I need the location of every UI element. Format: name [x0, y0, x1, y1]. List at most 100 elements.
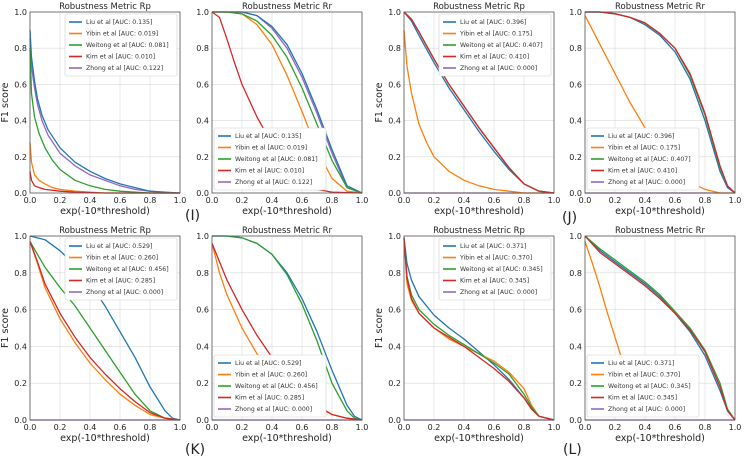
legend-entry: Zhong et al [AUC: 0.000]: [608, 406, 685, 413]
x-tick-label: 1.0: [548, 423, 561, 432]
chart-panel-7: 0.0 0.2 0.4 0.6 0.8 1.0 0.0 0.2 0.4 0.6 0.8 1.0 Robu…: [374, 226, 560, 444]
y-tick-label: 0.4: [14, 117, 27, 126]
legend-entry: Weitong et al [AUC: 0.456]: [235, 383, 318, 390]
panel-label-k: (K): [185, 442, 205, 458]
legend-entry: Liu et al [AUC: 0.371]: [460, 243, 526, 250]
legend-entry: Weitong et al [AUC: 0.407]: [460, 42, 543, 49]
y-tick-label: 1.0: [388, 232, 401, 241]
y-tick-label: 0.0: [14, 416, 27, 425]
y-tick-label: 0.6: [196, 80, 209, 89]
x-tick-label: 0.8: [326, 423, 339, 432]
legend-entry: Weitong et al [AUC: 0.081]: [235, 156, 318, 163]
x-tick-label: 0.4: [84, 196, 97, 205]
y-tick-label: 0.6: [388, 80, 401, 89]
legend: Liu et al [AUC: 0.371] Yibin et al [AUC: …: [438, 237, 552, 301]
y-tick-label: 0.6: [14, 80, 27, 89]
chart-panel-8: 0.0 0.2 0.4 0.6 0.8 1.0 0.0 0.2 0.4 0.6 0.8 1.0 Robu…: [569, 226, 741, 444]
legend-entry: Kim et al [AUC: 0.285]: [86, 278, 155, 285]
x-tick-label: 1.0: [729, 423, 742, 432]
x-axis-label: exp(-10*threshold): [615, 206, 705, 217]
legend-entry: Zhong et al [AUC: 0.122]: [86, 65, 163, 72]
y-tick-label: 1.0: [388, 8, 401, 17]
y-tick-label: 0.2: [388, 379, 401, 388]
legend: Liu et al [AUC: 0.371] Yibin et al [AUC: …: [586, 354, 700, 418]
x-tick-label: 0.2: [609, 196, 622, 205]
y-tick-label: 0.8: [14, 269, 27, 278]
panel-label: (J): [562, 210, 577, 226]
x-tick-label: 1.0: [356, 423, 369, 432]
legend-entry: Kim et al [AUC: 0.410]: [608, 168, 677, 175]
y-tick-label: 1.0: [196, 8, 209, 17]
y-tick-label: 0.4: [196, 342, 209, 351]
series-line-kim-et-al: [584, 235, 736, 421]
legend-entry: Yibin et al [AUC: 0.370]: [607, 372, 680, 379]
plot-frame: [29, 235, 181, 421]
chart-title: Robustness Metric Rr: [615, 226, 705, 236]
legend-entry: Weitong et al [AUC: 0.081]: [86, 42, 169, 49]
y-tick-label: 0.4: [388, 117, 401, 126]
legend: Liu et al [AUC: 0.135] Yibin et al [AUC: …: [213, 127, 327, 191]
x-tick-label: 1.0: [174, 196, 187, 205]
x-tick-label: 0.8: [326, 196, 339, 205]
plot-frame: [211, 11, 363, 194]
legend-entry: Yibin et al [AUC: 0.175]: [607, 145, 680, 152]
legend-entry: Weitong et al [AUC: 0.456]: [86, 266, 169, 273]
legend-box: [586, 354, 700, 418]
y-tick-label: 0.2: [388, 153, 401, 162]
y-tick-label: 0.0: [388, 189, 401, 198]
x-tick-label: 0.6: [114, 196, 127, 205]
series-line-weitong-et-al: [403, 237, 555, 421]
y-tick-label: 0.4: [569, 342, 582, 351]
series-line-yibin-et-al: [403, 30, 554, 194]
x-tick-label: 0.4: [639, 196, 652, 205]
x-tick-label: 1.0: [729, 196, 742, 205]
y-tick-label: 0.0: [388, 416, 401, 425]
legend-box: [586, 127, 700, 191]
chart-panel-6: 0.0 0.2 0.4 0.6 0.8 1.0 0.0 0.2 0.4 0.6 0.8 1.0 Robu…: [196, 226, 368, 444]
legend: Liu et al [AUC: 0.529] Yibin et al [AUC: …: [213, 354, 327, 418]
series-line-yibin-et-al: [29, 142, 180, 194]
panel-label-j: (J): [562, 210, 577, 226]
panel-label: (K): [185, 442, 205, 458]
legend-entry: Liu et al [AUC: 0.371]: [608, 360, 674, 367]
series-line-weitong-et-al: [584, 235, 736, 421]
legend-entry: Liu et al [AUC: 0.135]: [235, 133, 301, 140]
x-axis-label: exp(-10*threshold): [60, 433, 150, 444]
x-axis-label: exp(-10*threshold): [615, 433, 705, 444]
series-line-liu-et-al: [584, 235, 736, 421]
y-axis-label: F1 score: [374, 308, 385, 348]
legend-entry: Liu et al [AUC: 0.396]: [608, 133, 674, 140]
x-tick-label: 0.0: [579, 196, 592, 205]
panel-label-i: (I): [185, 208, 200, 224]
legend-entry: Liu et al [AUC: 0.529]: [235, 360, 301, 367]
x-tick-label: 0.6: [296, 196, 309, 205]
legend-entry: Kim et al [AUC: 0.010]: [235, 168, 304, 175]
legend-entry: Kim et al [AUC: 0.345]: [608, 395, 677, 402]
chart-panel-3: 0.0 0.2 0.4 0.6 0.8 1.0 0.0 0.2 0.4 0.6 0.8 1.0 Robu…: [374, 2, 560, 217]
panel-label: (I): [185, 208, 200, 224]
series-line-kim-et-al: [403, 237, 555, 421]
x-tick-label: 0.4: [266, 423, 279, 432]
x-tick-label: 0.2: [428, 196, 441, 205]
series-line-yibin-et-al: [29, 241, 181, 421]
legend-entry: Yibin et al [AUC: 0.175]: [459, 31, 532, 38]
x-tick-label: 0.2: [428, 423, 441, 432]
x-axis-label: exp(-10*threshold): [60, 206, 150, 217]
y-tick-label: 0.2: [569, 153, 582, 162]
y-tick-label: 0.4: [388, 342, 401, 351]
legend-box: [213, 127, 327, 191]
legend-entry: Zhong et al [AUC: 0.122]: [235, 179, 312, 186]
panel-label-l: (L): [563, 442, 582, 458]
series-line-kim-et-al: [585, 11, 736, 194]
legend-entry: Yibin et al [AUC: 0.019]: [234, 145, 307, 152]
y-tick-label: 0.0: [569, 416, 582, 425]
series-line-weitong-et-al: [29, 48, 180, 194]
x-tick-label: 0.4: [266, 196, 279, 205]
y-tick-label: 0.8: [14, 44, 27, 53]
chart-title: Robustness Metric Rr: [615, 2, 705, 12]
y-tick-label: 0.0: [569, 189, 582, 198]
y-axis-label: F1 score: [0, 308, 11, 348]
y-tick-label: 0.8: [196, 44, 209, 53]
series-line-liu-et-al: [29, 30, 181, 194]
